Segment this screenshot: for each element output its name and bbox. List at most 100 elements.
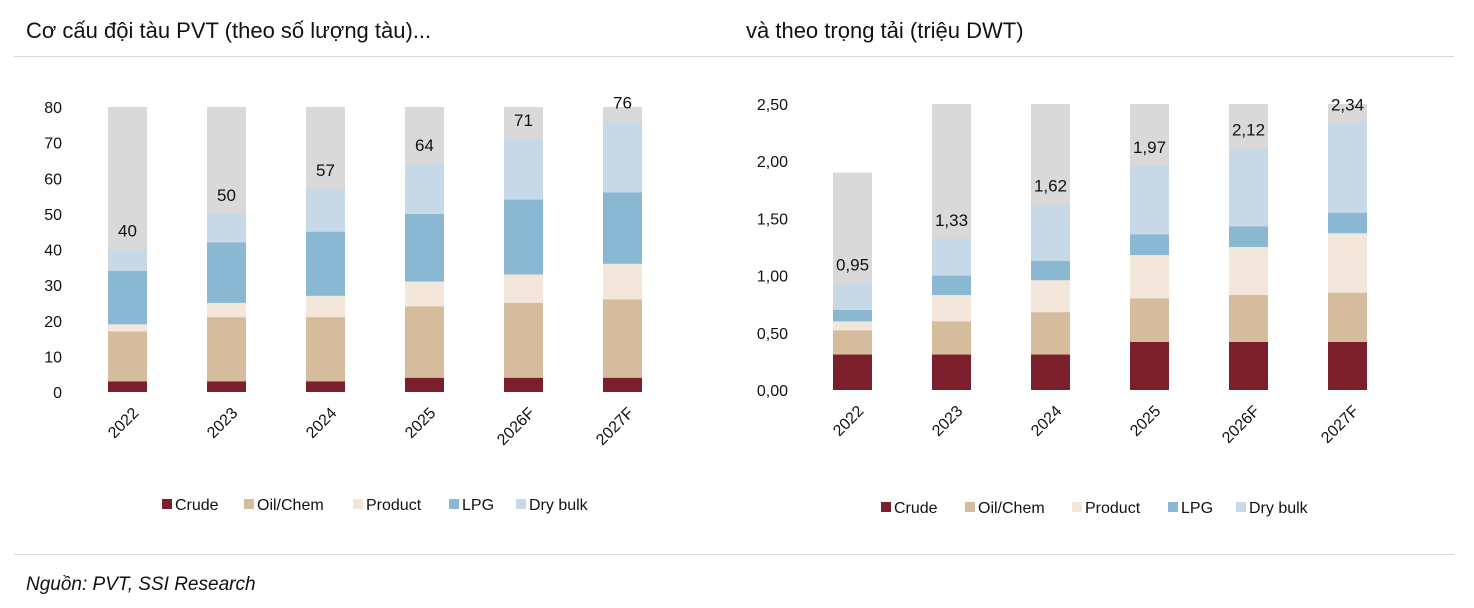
dwt-bar-product [833, 321, 872, 331]
dwt-legend-label-crude: Crude [894, 500, 938, 517]
count-bar-crude [306, 381, 345, 392]
count-legend-label-product: Product [366, 497, 422, 514]
right-chart-title: và theo trọng tải (triệu DWT) [746, 18, 1024, 43]
dwt-bar-product [1130, 255, 1169, 299]
count-bar-product [108, 324, 147, 332]
count-legend-label-lpg: LPG [462, 497, 494, 514]
count-bar-lpg [108, 270, 147, 325]
dwt-total-label: 0,95 [836, 256, 869, 275]
dwt-legend-label-oil-chem: Oil/Chem [978, 500, 1045, 517]
count-category-label: 2025 [402, 405, 439, 442]
count-total-label: 76 [613, 93, 632, 112]
count-total-label: 64 [415, 136, 434, 155]
dwt-bar-lpg [1328, 212, 1367, 234]
dwt-category-label: 2027F [1318, 403, 1362, 447]
dwt-legend-swatch-oil-chem [965, 502, 975, 512]
count-category-label: 2023 [204, 405, 241, 442]
count-bar-dry-bulk [108, 249, 147, 271]
dwt-ytick-label: 1,00 [757, 269, 788, 286]
count-ytick-label: 50 [44, 207, 62, 224]
dwt-legend-swatch-crude [881, 502, 891, 512]
count-ytick-label: 80 [44, 100, 62, 117]
count-bar-oil-chem [207, 317, 246, 382]
count-bar-oil-chem [405, 306, 444, 378]
count-legend-swatch-product [353, 499, 363, 509]
count-legend-swatch-oil-chem [244, 499, 254, 509]
count-ytick-label: 20 [44, 314, 62, 331]
count-bar-dry-bulk [405, 164, 444, 214]
dwt-bar-dry-bulk [1328, 123, 1367, 213]
dwt-legend-swatch-lpg [1168, 502, 1178, 512]
dwt-legend-swatch-product [1072, 502, 1082, 512]
dwt-ytick-label: 0,00 [757, 383, 788, 400]
dwt-bar-lpg [1229, 226, 1268, 247]
dwt-bar-oil-chem [833, 330, 872, 355]
count-bar-crude [504, 377, 543, 392]
count-bar-crude [207, 381, 246, 392]
dwt-total-label: 1,33 [935, 211, 968, 230]
dwt-bar-oil-chem [1229, 295, 1268, 342]
count-bar-dry-bulk [207, 213, 246, 243]
count-bar-lpg [306, 231, 345, 296]
count-ytick-label: 70 [44, 136, 62, 153]
count-total-label: 71 [514, 111, 533, 130]
count-bar-oil-chem [108, 331, 147, 382]
dwt-bar-lpg [932, 275, 971, 296]
count-total-label: 40 [118, 222, 137, 241]
dwt-bar-product [932, 295, 971, 322]
dwt-bar-product [1229, 247, 1268, 296]
count-bar-lpg [603, 192, 642, 264]
dwt-bar-oil-chem [932, 321, 971, 355]
dwt-bar-crude [1328, 341, 1367, 390]
dwt-category-label: 2023 [929, 403, 966, 440]
count-category-label: 2022 [105, 405, 142, 442]
count-bar-crude [603, 377, 642, 392]
count-bar-product [504, 274, 543, 303]
dwt-ytick-label: 0,50 [757, 326, 788, 343]
dwt-bar-crude [833, 354, 872, 390]
count-bar-dry-bulk [306, 188, 345, 232]
count-bar-dry-bulk [603, 121, 642, 193]
count-ytick-label: 60 [44, 171, 62, 188]
dwt-legend-label-lpg: LPG [1181, 500, 1213, 517]
dwt-bar-lpg [833, 309, 872, 322]
bottom-divider [14, 554, 1454, 555]
count-total-label: 50 [217, 186, 236, 205]
count-bar-oil-chem [504, 302, 543, 378]
count-category-label: 2027F [593, 405, 637, 449]
dwt-bar-product [1031, 280, 1070, 313]
dwt-bar-crude [1031, 354, 1070, 390]
dwt-total-label: 1,62 [1034, 177, 1067, 196]
dwt-bar-oil-chem [1328, 292, 1367, 342]
count-category-label: 2026F [494, 405, 538, 449]
count-ytick-label: 40 [44, 243, 62, 260]
count-bar-crude [108, 381, 147, 392]
count-bar-product [603, 263, 642, 300]
dwt-ytick-label: 2,50 [757, 97, 788, 114]
count-bar-product [306, 295, 345, 318]
count-category-label: 2024 [303, 405, 340, 442]
dwt-category-label: 2024 [1028, 403, 1065, 440]
count-legend-swatch-dry-bulk [516, 499, 526, 509]
top-divider [14, 56, 1454, 57]
count-ytick-label: 0 [53, 385, 62, 402]
source-note: Nguồn: PVT, SSI Research [26, 574, 256, 595]
dwt-bar-oil-chem [1031, 312, 1070, 355]
count-legend-label-dry-bulk: Dry bulk [529, 497, 589, 514]
dwt-legend-swatch-dry-bulk [1236, 502, 1246, 512]
count-bar-lpg [207, 242, 246, 303]
dwt-ytick-label: 2,00 [757, 154, 788, 171]
dwt-category-label: 2025 [1127, 403, 1164, 440]
count-bar-oil-chem [306, 317, 345, 382]
count-legend-swatch-crude [162, 499, 172, 509]
count-bar-lpg [504, 199, 543, 275]
dwt-bar-crude [1229, 341, 1268, 390]
dwt-bar-lpg [1130, 234, 1169, 256]
count-ytick-label: 10 [44, 349, 62, 366]
dwt-total-label: 2,12 [1232, 121, 1265, 140]
dwt-total-label: 1,97 [1133, 138, 1166, 157]
count-bar-crude [405, 377, 444, 392]
count-legend-label-oil-chem: Oil/Chem [257, 497, 324, 514]
count-total-label: 57 [316, 161, 335, 180]
count-ytick-label: 30 [44, 278, 62, 295]
